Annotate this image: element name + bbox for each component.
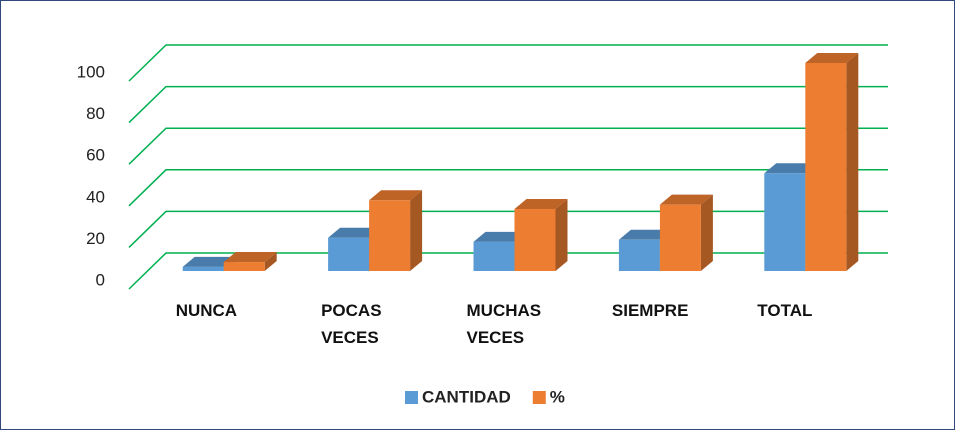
- bar-face: [223, 262, 265, 271]
- bar-face: [618, 239, 660, 271]
- y-tick-label: 0: [96, 270, 105, 289]
- bar-face: [182, 266, 224, 271]
- bar: [369, 190, 423, 271]
- bar-face: [805, 63, 847, 271]
- bar-face: [182, 256, 236, 267]
- bar-face: [369, 190, 423, 201]
- grid-line: [128, 85, 888, 124]
- bar-face: [328, 227, 382, 238]
- bar-face: [846, 53, 859, 271]
- bar-face: [764, 163, 818, 174]
- bar-face: [473, 241, 515, 271]
- bar-face: [514, 209, 556, 271]
- bar-face: [514, 199, 568, 210]
- bar-face: [264, 252, 277, 271]
- bar: [223, 252, 277, 271]
- legend-label: %: [550, 387, 565, 406]
- y-tick-label: 100: [77, 62, 105, 81]
- legend-label: CANTIDAD: [422, 387, 511, 406]
- y-tick-label: 20: [86, 229, 105, 248]
- legend-swatch: [405, 391, 418, 404]
- y-tick-label: 40: [86, 187, 105, 206]
- grid-line: [128, 169, 888, 207]
- x-tick-label: SIEMPRE: [611, 301, 689, 320]
- bar: [514, 199, 568, 271]
- grid-line: [128, 44, 888, 82]
- grid-line: [128, 210, 888, 248]
- bar-face: [700, 194, 713, 271]
- legend-swatch: [532, 391, 546, 404]
- bar-face: [369, 200, 411, 271]
- bar-face: [223, 252, 277, 263]
- y-tick-label: 80: [86, 104, 105, 123]
- y-tick-label: 60: [86, 146, 105, 165]
- x-tick-label: POCAS VECES: [321, 301, 382, 347]
- bar-face: [805, 53, 859, 63]
- bar-face: [555, 199, 568, 271]
- x-tick-label: MUCHAS VECES: [466, 301, 542, 347]
- bar-face: [659, 204, 701, 271]
- bar-face: [659, 194, 713, 205]
- bar-face: [618, 229, 672, 240]
- bar-face: [410, 190, 423, 271]
- x-tick-label: NUNCA: [175, 301, 238, 320]
- bar: [805, 53, 859, 271]
- bar-face: [473, 231, 527, 242]
- bar-face: [764, 173, 806, 271]
- bar-face: [328, 237, 370, 271]
- x-tick-label: TOTAL: [757, 301, 813, 320]
- bar: [659, 194, 713, 271]
- grid-line: [128, 127, 888, 165]
